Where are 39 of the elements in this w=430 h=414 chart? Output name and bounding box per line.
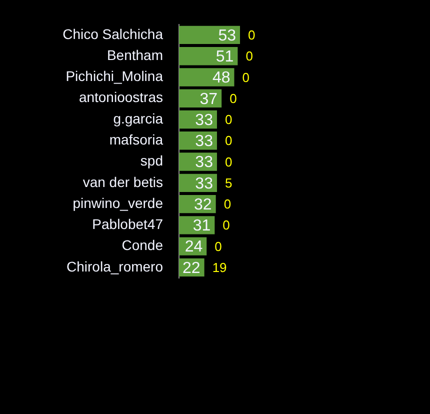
data-label: 48 [212, 70, 230, 87]
y-tick-label: Pablobet47 [92, 216, 164, 232]
data-label: 33 [195, 154, 214, 172]
data-label: 53 [218, 27, 236, 44]
annotation: 0 [224, 196, 232, 212]
annotation: 0 [242, 70, 250, 85]
data-label: 22 [182, 260, 200, 277]
data-label: 33 [195, 112, 214, 129]
bar [179, 47, 238, 66]
data-label: 31 [192, 218, 211, 235]
data-label: 33 [195, 133, 214, 150]
data-label: 51 [216, 48, 234, 66]
annotation: 0 [214, 238, 222, 254]
y-tick-label: Conde [122, 237, 164, 254]
annotation: 0 [230, 90, 237, 106]
y-tick-label: mafsoria [109, 131, 164, 148]
y-tick-label: Chico Salchicha [62, 26, 164, 42]
annotation: 19 [212, 260, 227, 276]
annotation: 0 [248, 28, 256, 43]
annotation: 0 [224, 112, 232, 128]
annotation: 0 [224, 154, 232, 170]
y-tick-label: Chirola_romero [66, 258, 164, 274]
data-label: 32 [194, 196, 212, 214]
annotation: 0 [246, 48, 253, 64]
y-tick-label: pinwino_verde [72, 194, 164, 211]
data-label: 24 [184, 238, 203, 256]
annotation: 0 [222, 218, 230, 233]
data-label: 37 [200, 90, 218, 108]
bar [179, 68, 234, 86]
y-tick-label: van der betis [82, 174, 163, 190]
y-tick-label: spd [140, 152, 163, 169]
bar [179, 26, 240, 44]
annotation: 5 [224, 175, 232, 190]
y-tick-label: g.garcia [113, 110, 164, 126]
y-tick-label: Bentham [106, 46, 163, 63]
y-tick-label: antonioostras [78, 89, 163, 106]
y-tick-label: Pichichi_Molina [66, 68, 164, 84]
annotation: 0 [224, 133, 232, 148]
data-label: 33 [195, 175, 214, 192]
